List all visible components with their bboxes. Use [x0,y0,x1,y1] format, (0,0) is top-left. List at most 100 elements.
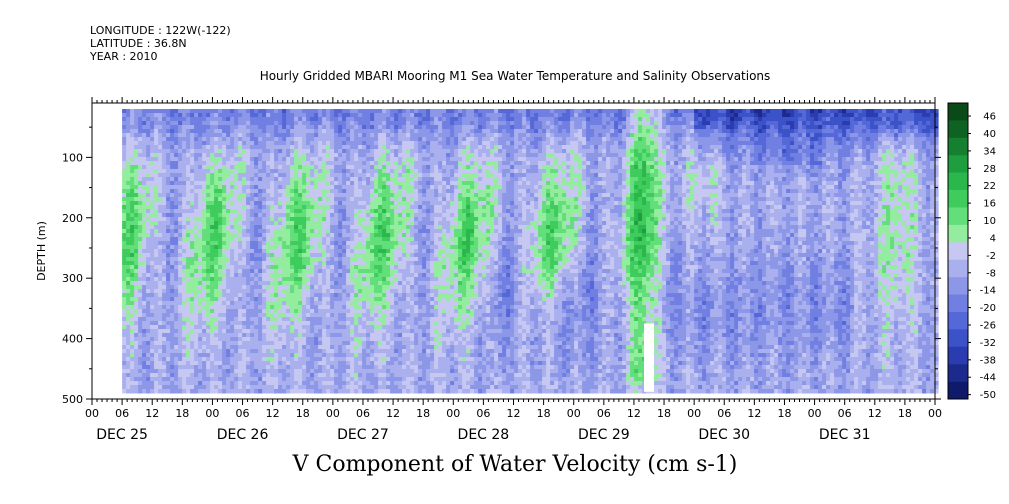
heatmap-cell [282,201,287,206]
heatmap-cell [350,305,355,310]
heatmap-cell [342,381,347,386]
heatmap-cell [158,233,163,238]
heatmap-cell [186,221,191,226]
heatmap-cell [126,141,131,146]
heatmap-cell [270,297,275,302]
heatmap-cell [162,217,167,222]
heatmap-cell [190,345,195,350]
heatmap-cell [306,189,311,194]
heatmap-cell [230,317,235,322]
heatmap-cell [226,145,231,150]
heatmap-cell [202,285,207,290]
heatmap-cell [326,385,331,390]
heatmap-cell [186,333,191,338]
heatmap-cell [206,133,211,138]
heatmap-cell [350,157,355,162]
heatmap-cell [330,281,335,286]
heatmap-cell [390,293,395,298]
heatmap-cell [298,229,303,234]
heatmap-cell [246,377,251,382]
heatmap-cell [170,309,175,314]
heatmap-cell [366,285,371,290]
heatmap-cell [218,209,223,214]
heatmap-cell [166,321,171,326]
heatmap-cell [134,197,139,202]
heatmap-cell [282,221,287,226]
heatmap-cell [290,157,295,162]
heatmap-cell [370,325,375,330]
heatmap-cell [226,289,231,294]
heatmap-cell [210,185,215,190]
heatmap-cell [386,273,391,278]
heatmap-cell [214,173,219,178]
heatmap-cell [182,229,187,234]
heatmap-cell [182,149,187,154]
heatmap-cell [170,181,175,186]
heatmap-cell [182,317,187,322]
heatmap-cell [402,173,407,178]
heatmap-cell [178,389,183,394]
heatmap-cell [170,193,175,198]
heatmap-cell [162,241,167,246]
heatmap-cell [250,189,255,194]
heatmap-cell [394,389,399,394]
heatmap-cell [250,289,255,294]
heatmap-cell [158,129,163,134]
heatmap-cell [198,389,203,394]
heatmap-cell [250,269,255,274]
heatmap-cell [122,293,127,298]
heatmap-cell [318,317,323,322]
heatmap-cell [142,161,147,166]
heatmap-cell [282,281,287,286]
heatmap-cell [146,145,151,150]
heatmap-cell [378,329,383,334]
heatmap-cell [198,317,203,322]
heatmap-cell [246,369,251,374]
heatmap-cell [190,165,195,170]
heatmap-cell [202,109,207,114]
heatmap-cell [386,361,391,366]
heatmap-cell [134,365,139,370]
heatmap-cell [218,217,223,222]
heatmap-cell [158,225,163,230]
heatmap-cell [178,245,183,250]
heatmap-cell [326,277,331,282]
heatmap-cell [174,141,179,146]
heatmap-cell [122,269,127,274]
heatmap-cell [310,157,315,162]
heatmap-cell [342,157,347,162]
heatmap-cell [126,153,131,158]
heatmap-cell [370,373,375,378]
heatmap-cell [182,225,187,230]
heatmap-cell [390,317,395,322]
heatmap-cell [130,229,135,234]
heatmap-cell [206,181,211,186]
heatmap-cell [282,173,287,178]
heatmap-cell [282,389,287,394]
heatmap-cell [286,201,291,206]
heatmap-cell [150,221,155,226]
heatmap-cell [170,149,175,154]
heatmap-cell [374,261,379,266]
heatmap-cell [270,245,275,250]
heatmap-cell [326,129,331,134]
heatmap-cell [318,113,323,118]
heatmap-cell [342,149,347,154]
heatmap-cell [306,285,311,290]
heatmap-cell [334,109,339,114]
heatmap-cell [262,265,267,270]
heatmap-cell [254,301,259,306]
heatmap-cell [150,153,155,158]
heatmap-cell [350,297,355,302]
heatmap-cell [322,221,327,226]
heatmap-cell [302,133,307,138]
heatmap-cell [126,269,131,274]
heatmap-cell [326,149,331,154]
heatmap-cell [354,261,359,266]
heatmap-cell [286,261,291,266]
heatmap-cell [346,257,351,262]
heatmap-cell [370,165,375,170]
heatmap-cell [338,353,343,358]
heatmap-cell [274,333,279,338]
heatmap-cell [358,117,363,122]
